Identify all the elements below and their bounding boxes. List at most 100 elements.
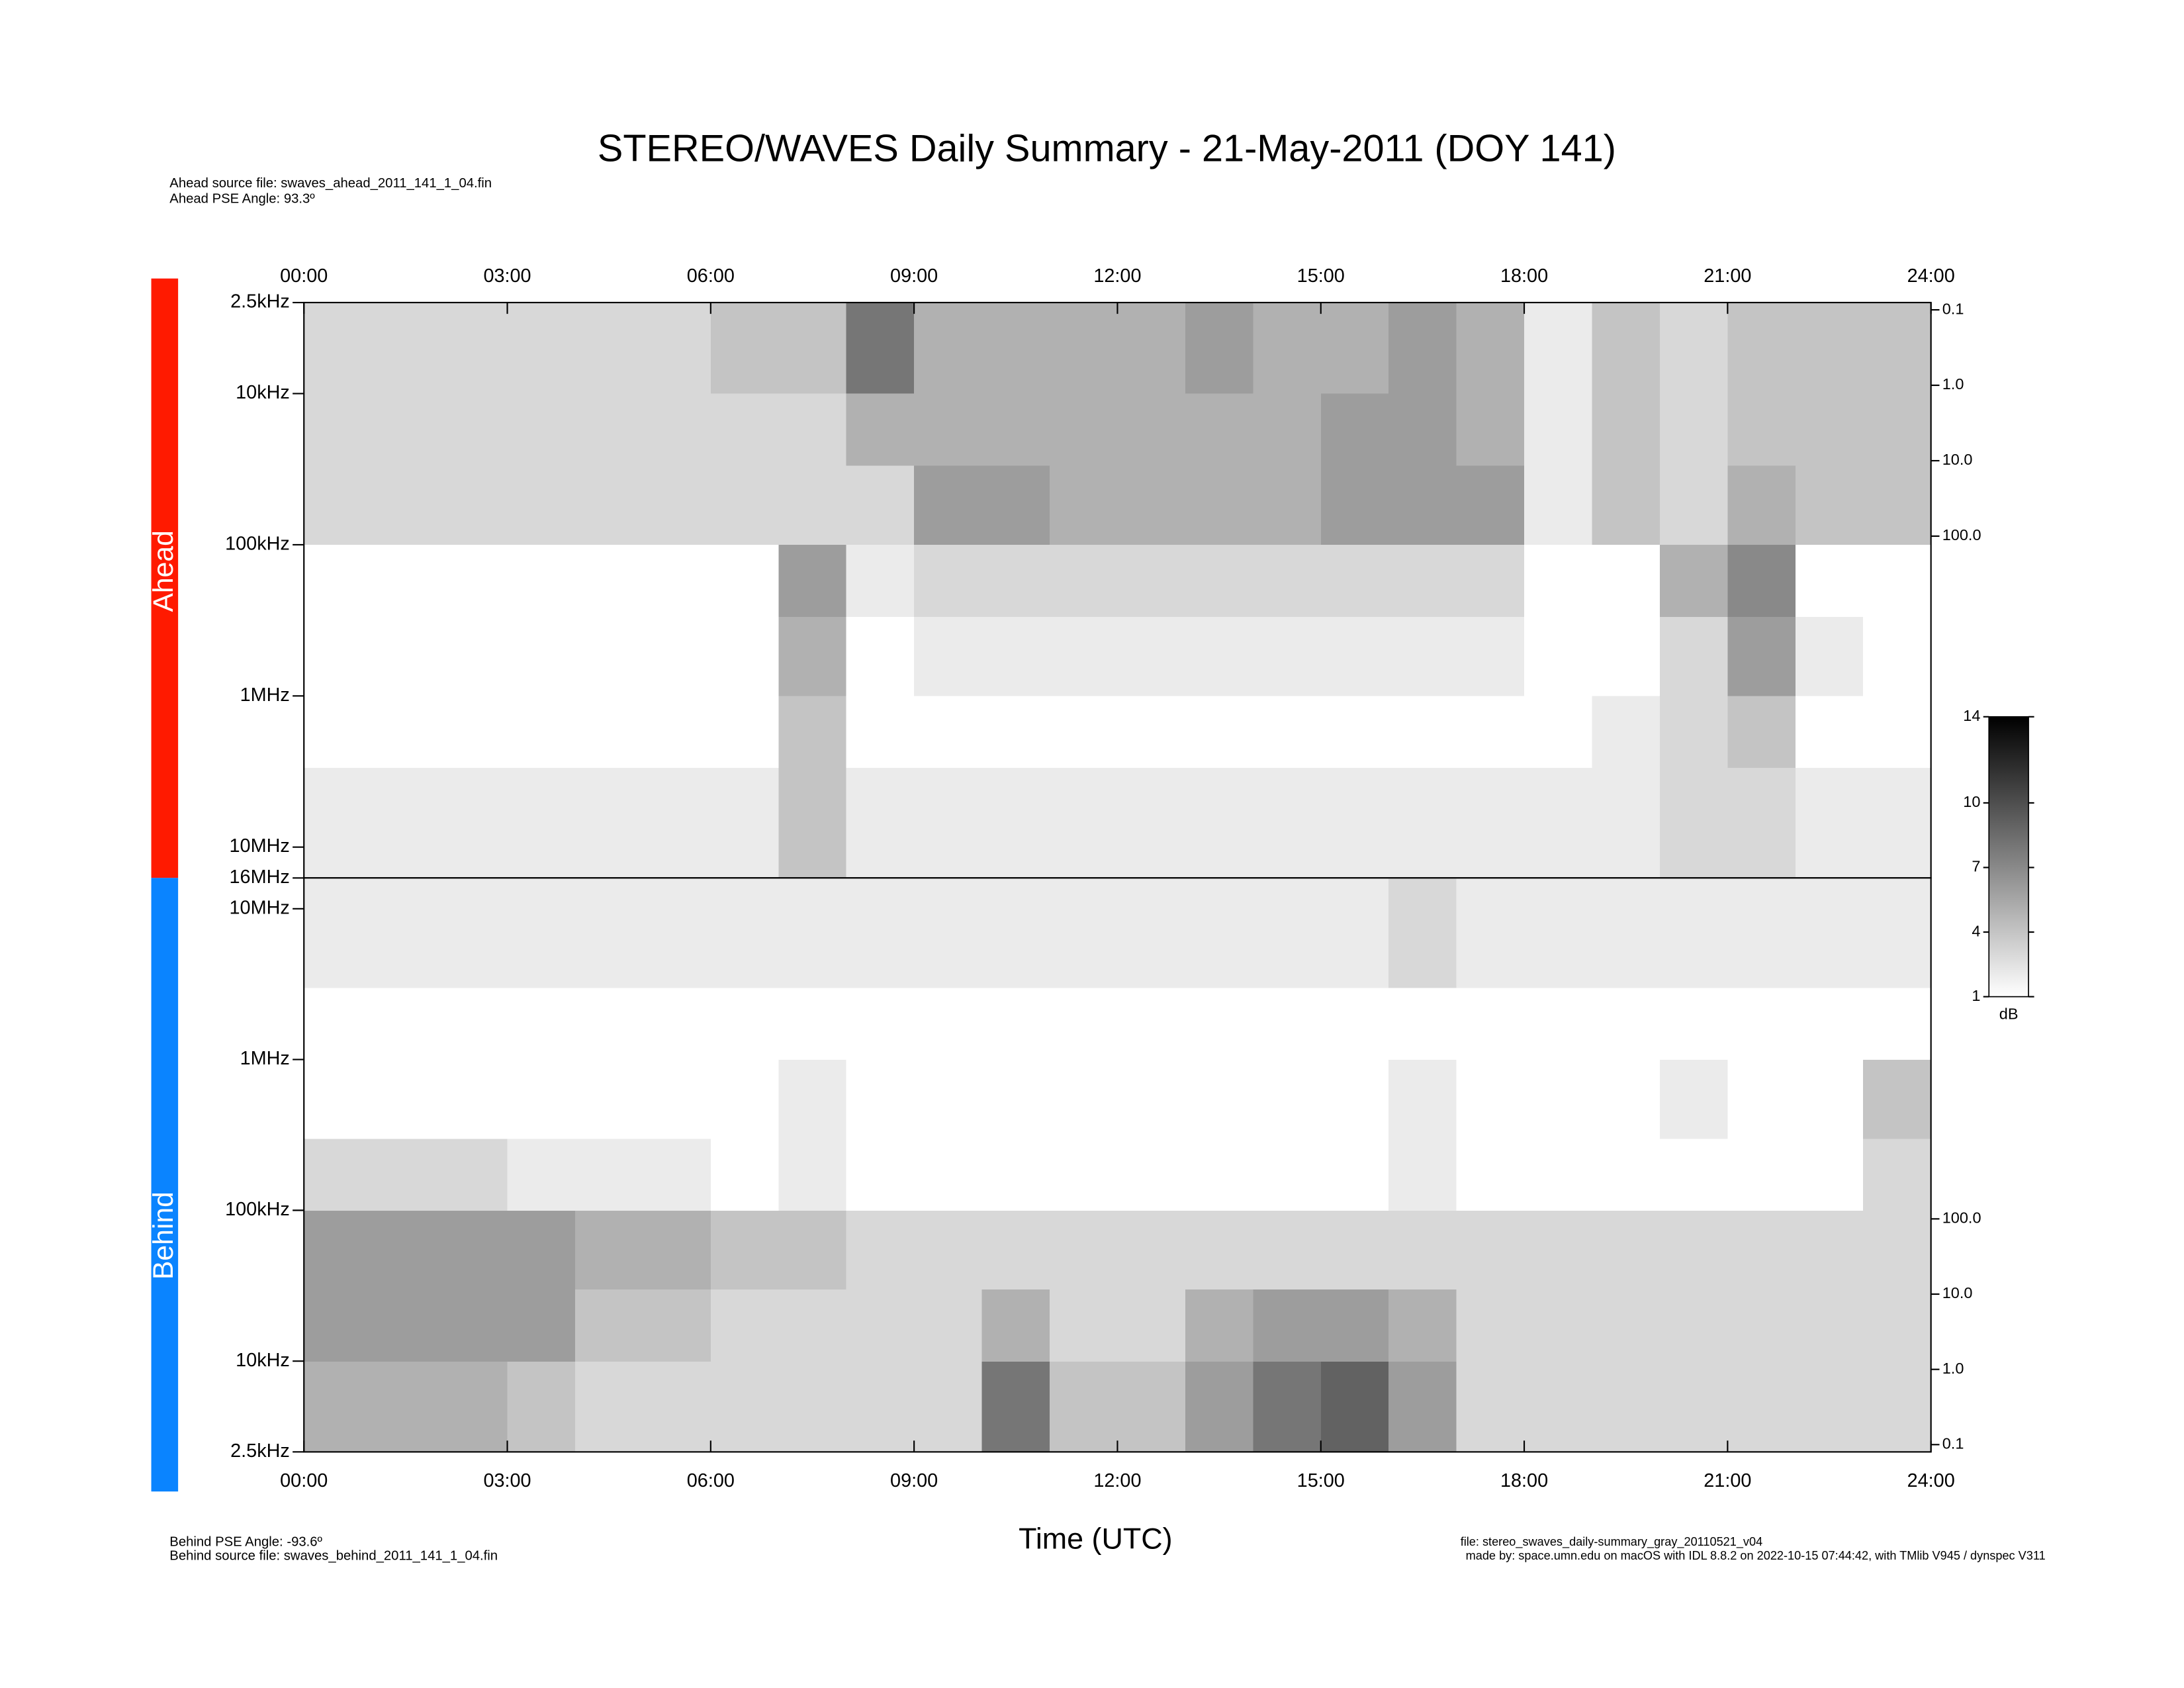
spectrogram-cell — [846, 1289, 915, 1362]
spectrogram-cell — [574, 1138, 644, 1211]
y2-tick-label: 10.0 — [1942, 451, 1973, 468]
x-tick-label: 21:00 — [1704, 265, 1751, 287]
spectrogram-cell — [574, 768, 644, 878]
y2-tick-label: 1.0 — [1942, 375, 1964, 393]
spectrogram-cell — [1592, 1210, 1661, 1290]
spectrogram-cell — [439, 1138, 508, 1211]
spectrogram-cell — [1524, 393, 1593, 467]
spectrogram-cell — [1727, 616, 1796, 696]
spectrogram-cell — [1524, 616, 1593, 696]
spectrogram-cell — [1185, 1059, 1253, 1139]
spectrogram-cell — [643, 303, 711, 395]
spectrogram-cell — [371, 878, 440, 988]
spectrogram-cell — [1795, 987, 1864, 1060]
spectrogram-cell — [1253, 768, 1322, 878]
spectrogram-cell — [304, 1289, 373, 1362]
y-tick-label: 100kHz — [225, 534, 290, 555]
spectrogram-cell — [1659, 1138, 1729, 1211]
x-tick-label: 00:00 — [280, 1470, 328, 1491]
spectrogram-cell — [1524, 544, 1593, 618]
spectrogram-cell — [1456, 616, 1525, 696]
x-tick-label: 03:00 — [483, 265, 531, 287]
spectrogram-cell — [1388, 393, 1457, 467]
spectrogram-cell — [1185, 878, 1253, 988]
spectrogram-cell — [981, 1361, 1050, 1452]
pse-angle: Ahead PSE Angle: 93.3º — [169, 191, 315, 206]
spectrogram-cell — [643, 696, 711, 769]
spectrogram-cell — [914, 878, 983, 988]
spectrogram-cell — [1050, 1289, 1118, 1362]
spectrogram-cell — [643, 1059, 711, 1139]
spectrogram-cell — [1388, 1210, 1457, 1290]
spectrogram-cell — [846, 1210, 915, 1290]
spectrogram-cell — [1659, 768, 1729, 878]
spectrogram-cell — [1659, 1059, 1729, 1139]
spectrogram-cell — [371, 1289, 440, 1362]
spectrogram-cell — [1795, 616, 1864, 696]
spectrogram-cell — [778, 1210, 847, 1290]
spectrogram-cell — [1185, 768, 1253, 878]
spectrogram-cell — [914, 616, 983, 696]
spectrogram-cell — [1795, 1059, 1864, 1139]
spectrogram-cell — [507, 303, 576, 395]
spectrogram-cell — [371, 393, 440, 467]
x-tick-label: 24:00 — [1907, 265, 1955, 287]
spectrogram-cell — [1117, 878, 1186, 988]
spectrogram-cell — [643, 465, 711, 545]
spectrogram-cell — [1659, 465, 1729, 545]
spectrogram-cell — [507, 768, 576, 878]
spectrogram-cell — [1456, 1289, 1525, 1362]
spectrogram-cell — [304, 303, 373, 395]
spectrogram-cell — [1795, 465, 1864, 545]
x-tick-label: 09:00 — [890, 265, 938, 287]
spectrogram-cell — [439, 768, 508, 878]
spectrogram-cell — [574, 696, 644, 769]
spectrogram-cell — [304, 465, 373, 545]
spectrogram-cell — [1659, 616, 1729, 696]
spectrogram-cell — [1117, 987, 1186, 1060]
spectrogram-cell — [1050, 616, 1118, 696]
spectrogram-cell — [914, 1059, 983, 1139]
spectrogram-cell — [1524, 1210, 1593, 1290]
spectrogram-cell — [1050, 1210, 1118, 1290]
spectrogram-cell — [574, 544, 644, 618]
spectrogram-cell — [1388, 544, 1457, 618]
spectrogram-cell — [574, 878, 644, 988]
spectrogram-cell — [1253, 544, 1322, 618]
spectrogram-cell — [846, 303, 915, 395]
spectrogram-cell — [914, 696, 983, 769]
y-tick-label: 2.5kHz — [230, 291, 290, 312]
spectrogram-cell — [1388, 303, 1457, 395]
spectrogram-cell — [439, 987, 508, 1060]
x-tick-label: 15:00 — [1297, 1470, 1345, 1491]
spectrogram-cell — [1592, 544, 1661, 618]
spectrogram-cell — [1456, 393, 1525, 467]
spectrogram-cell — [507, 696, 576, 769]
spectrogram-cell — [1185, 303, 1253, 395]
spectrogram-cell — [1320, 878, 1389, 988]
spectrogram-cell — [371, 1210, 440, 1290]
spectrogram-cell — [1863, 987, 1932, 1060]
spectrogram-cell — [1050, 1361, 1118, 1452]
made-by-note: made by: space.umn.edu on macOS with IDL… — [1466, 1549, 2046, 1562]
spectrogram-cell — [1456, 1361, 1525, 1452]
spectrogram-cell — [1117, 696, 1186, 769]
spectrogram-cell — [1659, 1361, 1729, 1452]
spectrogram-cell — [574, 987, 644, 1060]
spectrogram-cell — [1253, 1289, 1322, 1362]
x-tick-label: 06:00 — [687, 265, 735, 287]
spectrogram-cell — [643, 768, 711, 878]
spectrogram-cell — [981, 465, 1050, 545]
spectrogram-cell — [439, 1361, 508, 1452]
spectrogram-cell — [507, 465, 576, 545]
spectrogram-cell — [1388, 1059, 1457, 1139]
spectrogram-cell — [1456, 465, 1525, 545]
spectrogram-cell — [981, 878, 1050, 988]
y-tick-label: 10kHz — [236, 382, 290, 403]
spectrogram-cell — [778, 465, 847, 545]
spectrogram-cell — [1659, 544, 1729, 618]
spectrogram-cell — [914, 1138, 983, 1211]
spectrogram-cell — [439, 393, 508, 467]
spectrogram-cell — [1253, 1361, 1322, 1452]
spectrogram-cell — [981, 1059, 1050, 1139]
